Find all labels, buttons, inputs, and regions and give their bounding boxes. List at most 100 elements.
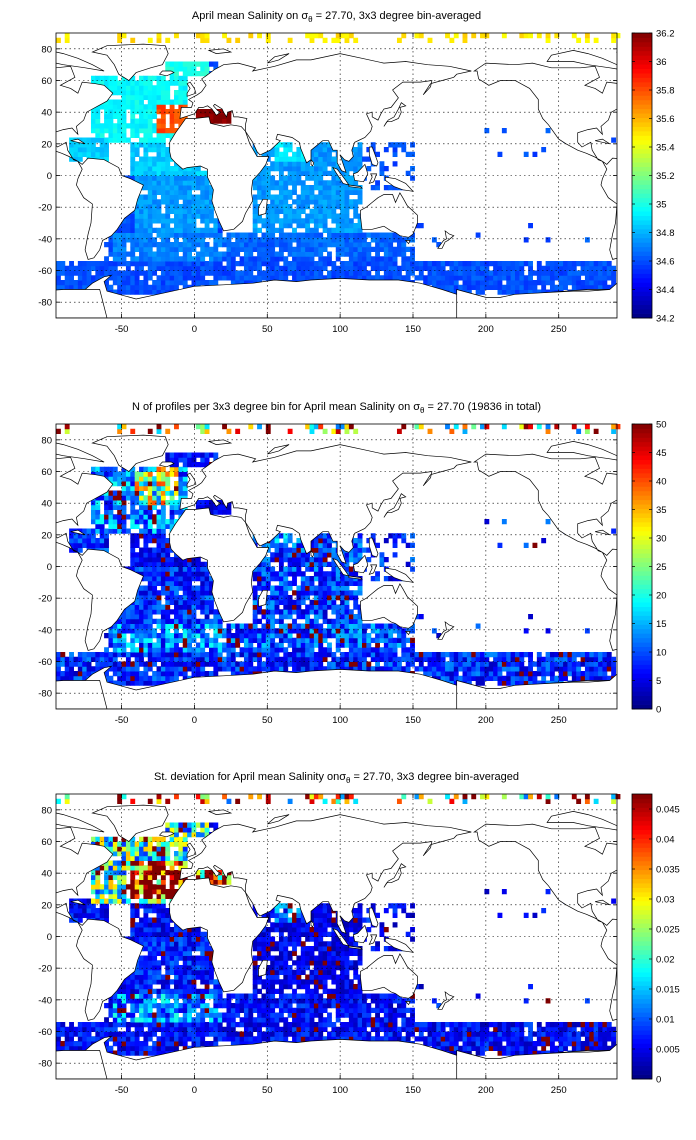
heatmap-cell <box>165 270 171 276</box>
heatmap-cell <box>252 595 258 601</box>
heatmap-cell <box>152 514 158 520</box>
heatmap-cell <box>313 180 319 186</box>
heatmap-cell <box>353 232 359 238</box>
heatmap-cell <box>340 633 346 639</box>
heatmap-cell <box>187 661 193 667</box>
heatmap-cell <box>611 137 617 143</box>
heatmap-cell <box>313 156 319 162</box>
heatmap-cell <box>143 246 149 252</box>
heatmap-cell <box>274 652 280 658</box>
heatmap-cell <box>265 566 271 572</box>
heatmap-cell <box>370 246 376 252</box>
heatmap-cell <box>287 642 293 648</box>
coastline <box>352 163 369 183</box>
colorbar-swatch <box>632 175 652 181</box>
heatmap-cell <box>501 33 507 39</box>
heatmap-cell <box>86 137 92 143</box>
heatmap-cell <box>56 261 61 267</box>
heatmap-cell <box>357 161 363 167</box>
heatmap-cell <box>370 185 376 191</box>
heatmap-cell <box>584 265 590 271</box>
heatmap-cell <box>353 199 359 205</box>
heatmap-cell <box>213 256 219 262</box>
heatmap-cell <box>182 61 188 67</box>
heatmap-cell <box>139 256 144 262</box>
heatmap-cell <box>239 652 245 658</box>
heatmap-cell <box>278 246 284 252</box>
heatmap-cell <box>139 481 144 487</box>
heatmap-cell <box>309 261 315 267</box>
heatmap-cell <box>383 652 389 658</box>
heatmap-cell <box>340 213 346 219</box>
heatmap-cell <box>287 561 293 567</box>
heatmap-cell <box>156 261 162 267</box>
heatmap-cell <box>130 94 136 100</box>
heatmap-cell <box>453 289 459 295</box>
heatmap-cell <box>130 256 136 262</box>
heatmap-cell <box>139 246 144 252</box>
heatmap-cell <box>86 656 92 662</box>
heatmap-cell <box>195 280 201 286</box>
heatmap-cell <box>322 199 328 205</box>
heatmap-cell <box>112 633 118 639</box>
heatmap-cell <box>318 147 324 153</box>
heatmap-cell <box>130 213 136 219</box>
heatmap-cell <box>278 180 284 186</box>
heatmap-cell <box>344 585 350 591</box>
heatmap-cell <box>313 590 319 596</box>
heatmap-cell <box>344 552 350 558</box>
heatmap-cell <box>134 170 140 176</box>
heatmap-cell <box>174 265 179 271</box>
heatmap-cell <box>405 275 411 281</box>
heatmap-cell <box>99 270 105 276</box>
heatmap-cell <box>309 604 315 610</box>
heatmap-cell <box>383 647 389 653</box>
heatmap-cell <box>274 557 280 563</box>
heatmap-cell <box>300 232 306 238</box>
heatmap-cell <box>139 466 144 472</box>
heatmap-cell <box>108 265 114 271</box>
heatmap-cell <box>204 194 210 200</box>
heatmap-cell <box>366 652 372 658</box>
heatmap-cell <box>515 270 520 276</box>
heatmap-cell <box>112 280 118 286</box>
heatmap-cell <box>209 256 214 262</box>
colorbar-swatch <box>632 193 652 199</box>
heatmap-cell <box>147 604 153 610</box>
heatmap-cell <box>571 265 577 271</box>
heatmap-cell <box>335 242 341 248</box>
heatmap-cell <box>357 147 363 153</box>
heatmap-cell <box>440 270 446 276</box>
heatmap-cell <box>204 504 210 510</box>
heatmap-cell <box>165 275 171 281</box>
heatmap-cell <box>204 265 210 271</box>
heatmap-cell <box>296 204 302 210</box>
heatmap-cell <box>283 580 289 586</box>
heatmap-cell <box>405 265 411 271</box>
heatmap-cell <box>200 590 206 596</box>
heatmap-cell <box>445 661 450 667</box>
heatmap-cell <box>130 547 136 553</box>
heatmap-cell <box>292 542 297 548</box>
heatmap-cell <box>327 213 332 219</box>
heatmap-cell <box>283 185 289 191</box>
heatmap-cell <box>493 284 499 290</box>
heatmap-cell <box>436 666 442 672</box>
heatmap-cell <box>187 599 193 605</box>
heatmap-cell <box>125 223 131 229</box>
heatmap-cell <box>156 495 162 501</box>
heatmap-cell <box>174 614 179 620</box>
heatmap-cell <box>300 652 306 658</box>
heatmap-cell <box>278 647 284 653</box>
heatmap-cell <box>283 576 289 582</box>
heatmap-cell <box>292 599 297 605</box>
heatmap-cell <box>449 652 455 658</box>
heatmap-cell <box>130 289 136 295</box>
heatmap-cell <box>318 647 324 653</box>
heatmap-cell <box>174 199 179 205</box>
heatmap-cell <box>318 151 324 157</box>
heatmap-cell <box>139 604 144 610</box>
heatmap-cell <box>344 576 350 582</box>
heatmap-cell <box>134 647 140 653</box>
